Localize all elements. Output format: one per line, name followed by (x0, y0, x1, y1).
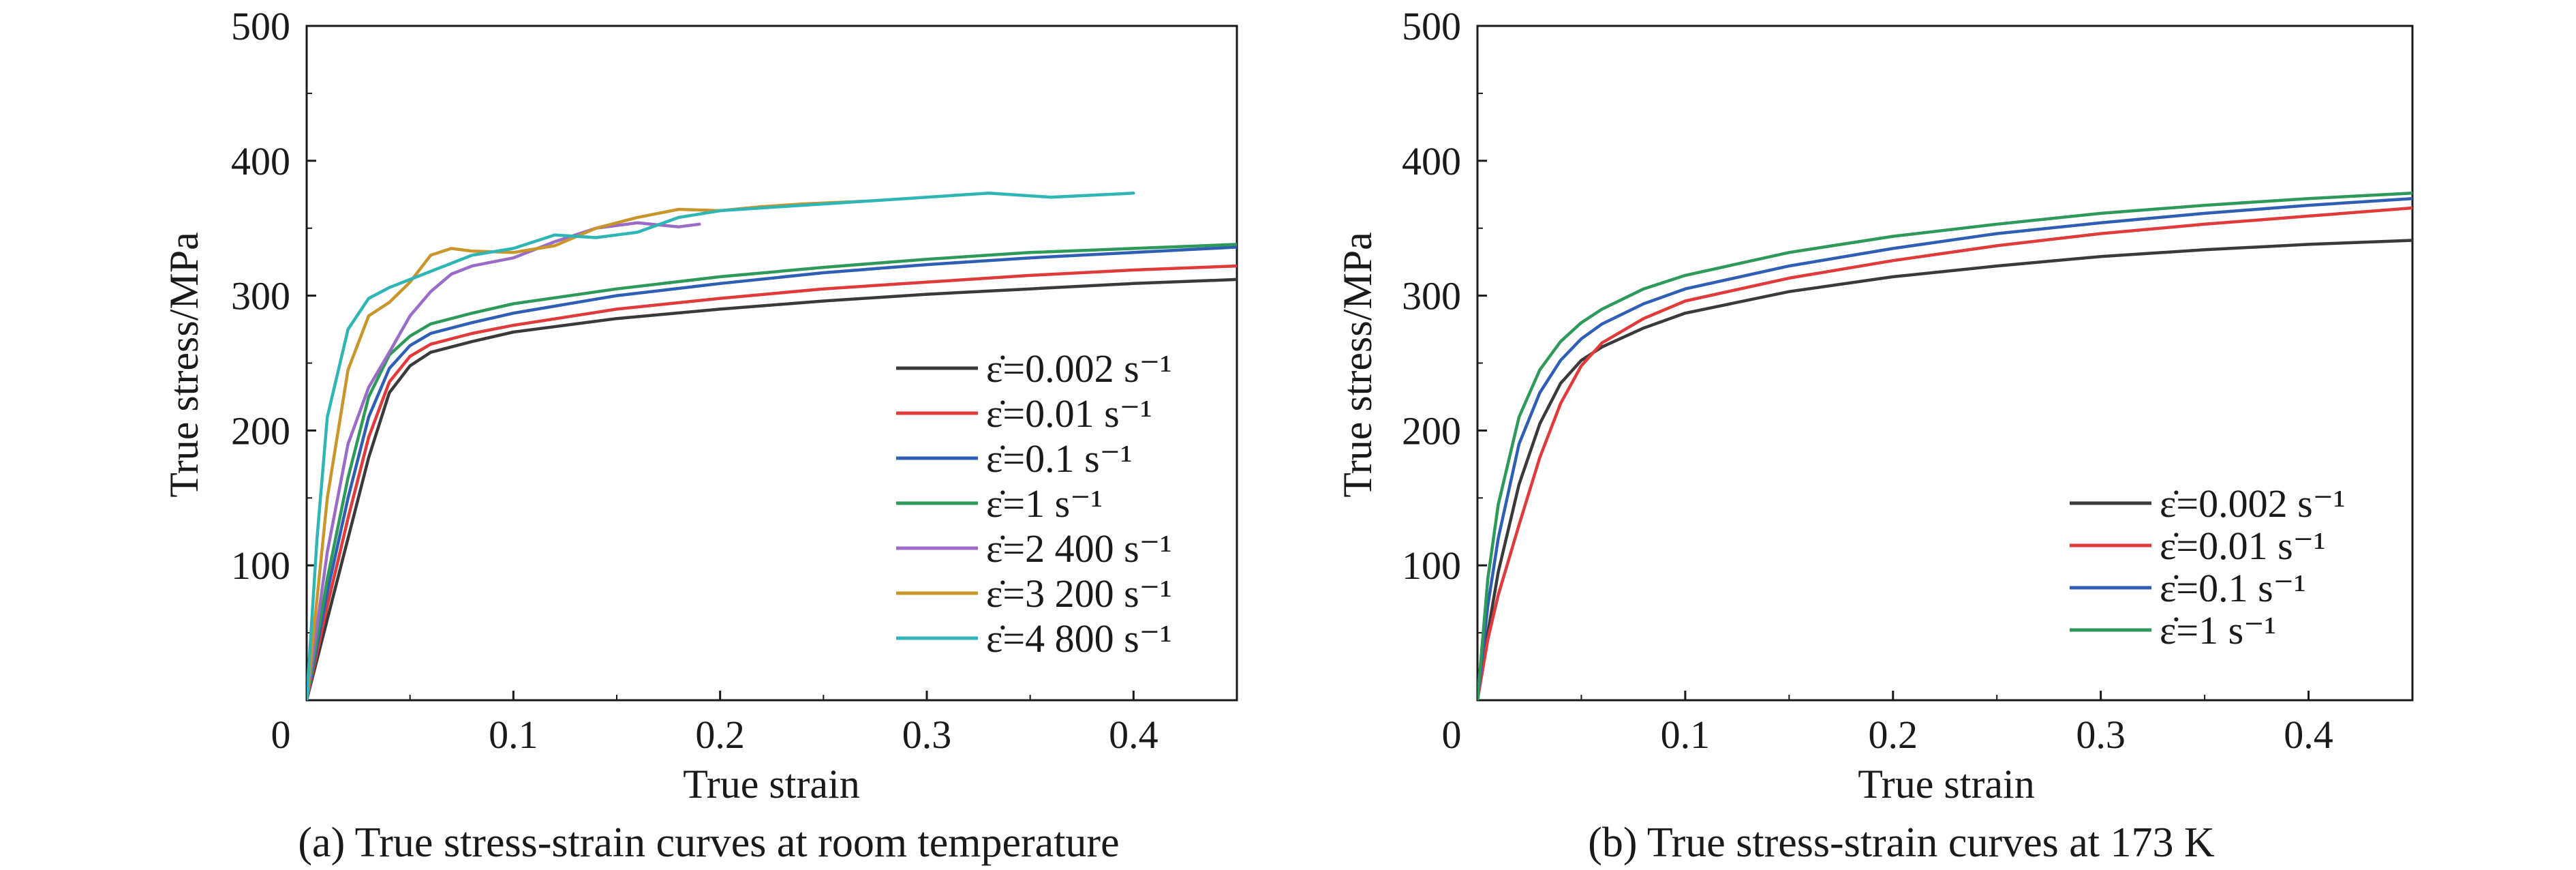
panel-b-series-line-3 (1477, 192, 2412, 700)
panel-b-xtick-label: 0.4 (2284, 712, 2333, 757)
panel-b-xtick-label: 0.1 (1661, 712, 1711, 757)
panel-b-series-line-2 (1477, 196, 2412, 700)
panel-b-xlabel: True strain (1858, 762, 2034, 807)
panel-a-xtick-label: 0.4 (1109, 712, 1159, 757)
panel-a-legend-label-3: ε̇=1 s⁻¹ (986, 481, 1103, 526)
panel-b: True stress/MPa True strain (b) True str… (1335, 4, 2414, 866)
panel-a-ylabel: True stress/MPa (162, 232, 206, 498)
panel-a-ytick-label: 300 (231, 274, 290, 318)
panel-b-series-line-0 (1477, 239, 2412, 700)
panel-a-xtick-label: 0.1 (489, 712, 538, 757)
panel-b-ytick-label: 400 (1402, 139, 1461, 183)
panel-a-legend-label-4: ε̇=2 400 s⁻¹ (986, 526, 1172, 571)
panel-b-ytick-label: 500 (1402, 4, 1461, 48)
panel-a-xtick-label: 0.2 (695, 712, 745, 757)
panel-b-ytick-label: 300 (1402, 274, 1461, 318)
panel-a: True stress/MPa True strain (a) True str… (162, 4, 1238, 866)
panel-b-xtick-label: 0.3 (2076, 712, 2126, 757)
panel-a-series-line-6 (307, 192, 1135, 700)
panel-b-xtick-label: 0 (1442, 712, 1462, 757)
panel-a-caption: (a) True stress-strain curves at room te… (298, 820, 1119, 866)
panel-a-ytick-label: 500 (231, 4, 290, 48)
panel-b-legend-label-2: ε̇=0.1 s⁻¹ (2160, 566, 2306, 610)
panel-a-legend-label-5: ε̇=3 200 s⁻¹ (986, 571, 1172, 616)
panel-a-legend-label-1: ε̇=0.01 s⁻¹ (986, 391, 1152, 436)
panel-b-ytick-label: 100 (1402, 543, 1461, 588)
panel-a-xtick-label: 0.3 (902, 712, 952, 757)
panel-a-series-line-2 (307, 245, 1237, 700)
panel-a-xlabel: True strain (683, 762, 859, 807)
panel-a-series-line-1 (307, 264, 1237, 700)
panel-a-legend-label-2: ε̇=0.1 s⁻¹ (986, 436, 1133, 481)
panel-b-legend-label-3: ε̇=1 s⁻¹ (2160, 608, 2276, 652)
panel-a-ytick-label: 100 (231, 543, 290, 588)
panel-a-series-line-4 (307, 221, 701, 700)
panel-a-legend-label-0: ε̇=0.002 s⁻¹ (986, 346, 1172, 391)
panel-a-legend-label-6: ε̇=4 800 s⁻¹ (986, 616, 1172, 661)
panel-b-caption: (b) True stress-strain curves at 173 K (1588, 820, 2215, 866)
panel-a-ytick-label: 400 (231, 139, 290, 183)
panel-b-ylabel: True stress/MPa (1335, 232, 1380, 498)
panel-b-legend-label-1: ε̇=0.01 s⁻¹ (2160, 524, 2326, 568)
panel-a-series-line-0 (307, 278, 1237, 700)
panel-a-ytick-label: 200 (231, 408, 290, 453)
panel-a-xtick-label: 0 (271, 712, 291, 757)
panel-b-xtick-label: 0.2 (1869, 712, 1918, 757)
panel-a-series-line-3 (307, 243, 1237, 700)
panel-b-legend-label-0: ε̇=0.002 s⁻¹ (2160, 481, 2346, 526)
panel-b-series-line-1 (1477, 206, 2412, 700)
panel-b-ytick-label: 200 (1402, 408, 1461, 453)
